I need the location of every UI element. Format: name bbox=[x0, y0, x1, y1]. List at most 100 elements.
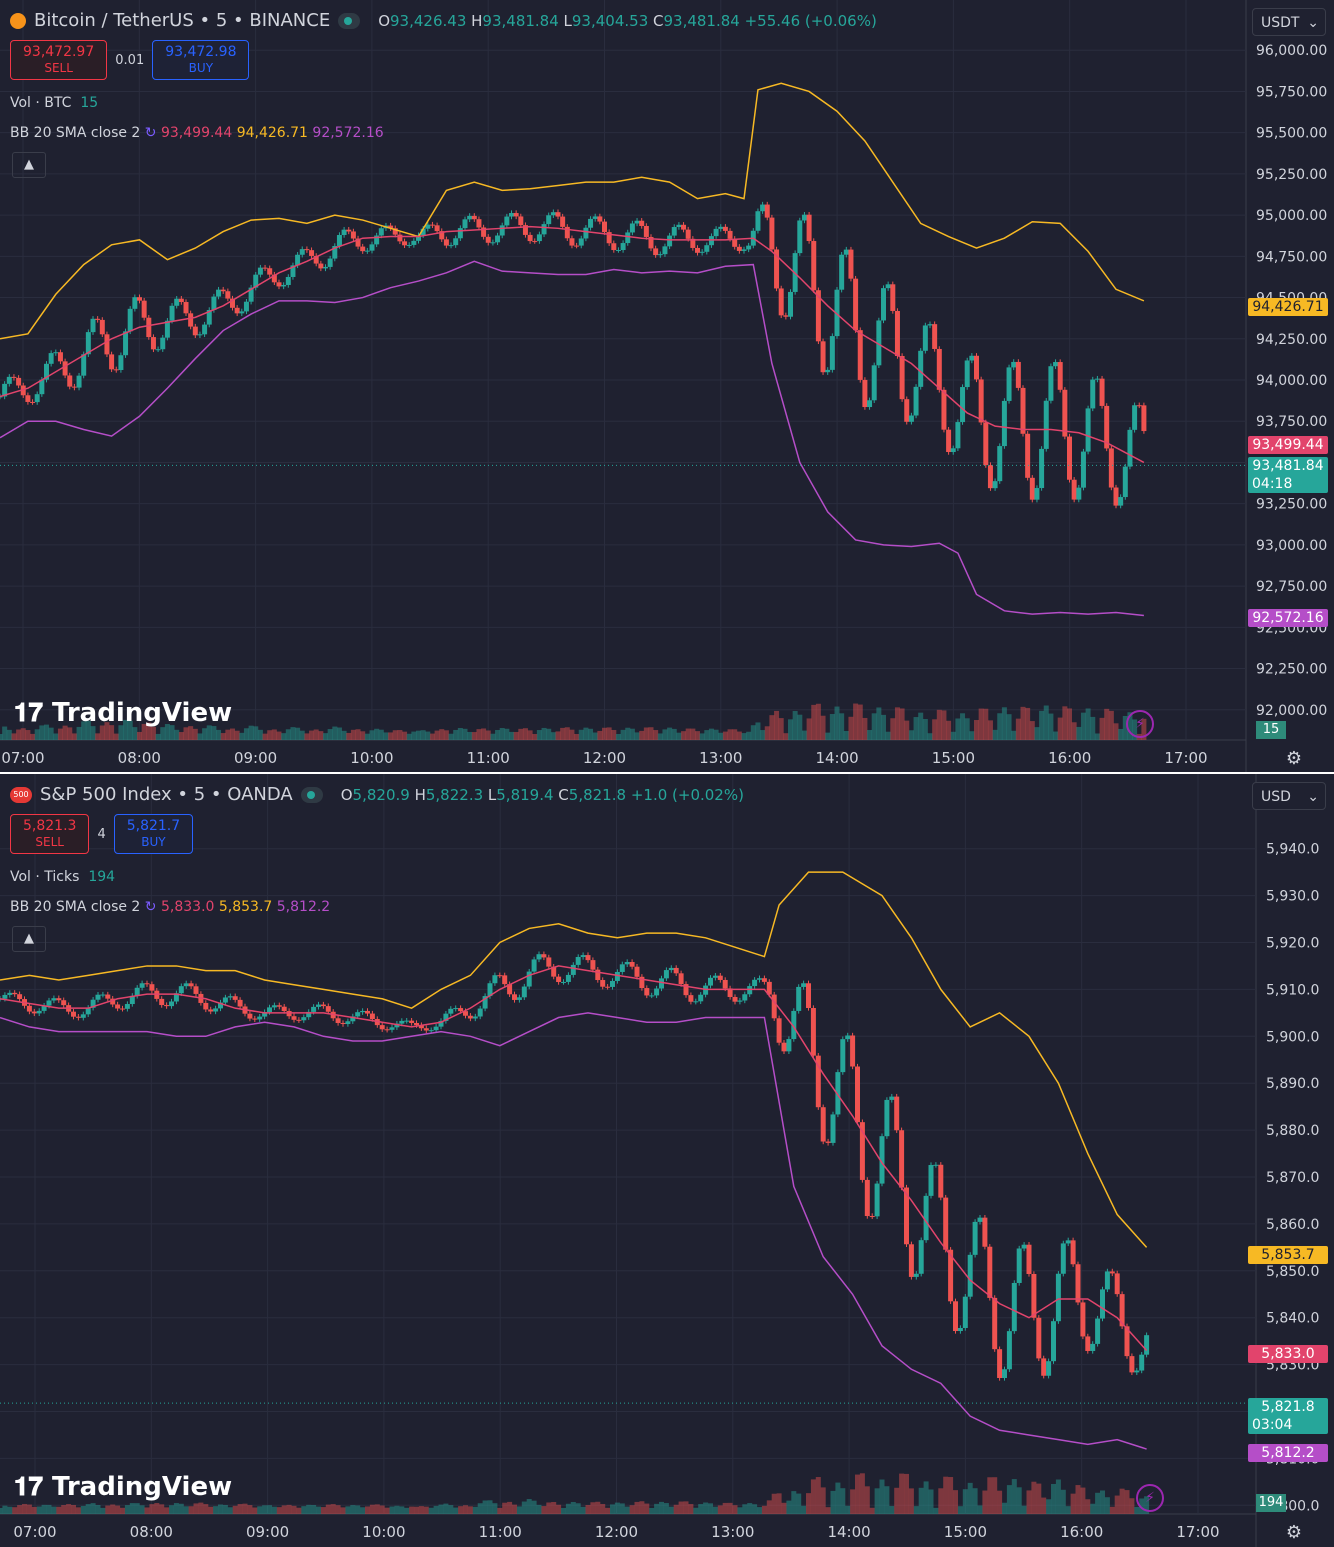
chevron-up-icon[interactable]: ▲ bbox=[12, 926, 46, 952]
currency-select[interactable]: USDT ⌄ bbox=[1252, 8, 1326, 36]
volume-bar bbox=[578, 729, 584, 740]
candle-body bbox=[267, 268, 273, 275]
volume-bar bbox=[839, 713, 845, 740]
candle-body bbox=[76, 375, 82, 388]
candle-body bbox=[1048, 366, 1054, 401]
refresh-icon[interactable]: ↻ bbox=[144, 125, 157, 141]
currency-select[interactable]: USD ⌄ bbox=[1252, 782, 1326, 810]
symbol-title[interactable]: Bitcoin / TetherUS • 5 • BINANCE bbox=[34, 10, 331, 31]
candle-body bbox=[578, 238, 584, 246]
bollinger-legend[interactable]: BB 20 SMA close 2 ↻ 93,499.44 94,426.71 … bbox=[10, 125, 384, 141]
volume-bar bbox=[384, 1507, 390, 1514]
tradingview-logo: 𝟏𝟕 TradingView bbox=[14, 698, 233, 728]
volume-bar bbox=[869, 1507, 875, 1514]
candle-body bbox=[801, 214, 807, 221]
candle-body bbox=[1122, 466, 1128, 498]
candle-body bbox=[597, 216, 603, 222]
candle-body bbox=[853, 278, 859, 331]
volume-bar bbox=[546, 1502, 552, 1514]
candle-body bbox=[120, 1008, 125, 1010]
order-quantity[interactable]: 4 bbox=[97, 826, 106, 842]
sell-button[interactable]: 5,821.3 SELL bbox=[10, 814, 90, 854]
candle-body bbox=[1053, 362, 1059, 367]
price-tick-label: 93,000.00 bbox=[1256, 538, 1327, 554]
candle-body bbox=[17, 994, 23, 1000]
refresh-icon[interactable]: ↻ bbox=[144, 899, 157, 915]
candle-body bbox=[671, 227, 677, 236]
candle-body bbox=[757, 978, 762, 980]
order-quantity[interactable]: 0.01 bbox=[115, 52, 145, 68]
volume-bar bbox=[485, 730, 491, 740]
buy-button[interactable]: 93,472.98 BUY bbox=[152, 40, 250, 80]
settings-gear-icon[interactable]: ⚙ bbox=[1285, 1522, 1302, 1543]
volume-badge: 15 bbox=[1256, 721, 1286, 739]
volume-bar bbox=[791, 1491, 797, 1514]
volume-bar bbox=[399, 1506, 405, 1514]
volume-bar bbox=[881, 714, 886, 740]
volume-bar bbox=[472, 1506, 478, 1514]
btc-chart-canvas[interactable]: 07:00 08:00 09:00 10:00 11:00 12:00 13:00 14:00… bbox=[0, 0, 1334, 772]
volume-bar bbox=[423, 1506, 429, 1514]
volume-bar bbox=[950, 731, 956, 740]
volume-bar bbox=[659, 1501, 664, 1514]
candle-body bbox=[649, 995, 655, 997]
candle-body bbox=[1132, 405, 1138, 430]
candle-body bbox=[257, 267, 263, 275]
settings-gear-icon[interactable]: ⚙ bbox=[1285, 748, 1302, 769]
candle-body bbox=[908, 415, 914, 422]
candle-body bbox=[1095, 1318, 1101, 1344]
candle-body bbox=[44, 363, 49, 380]
candle-body bbox=[1109, 1271, 1115, 1274]
symbol-title[interactable]: S&P 500 Index • 5 • OANDA bbox=[40, 784, 293, 805]
volume-bar bbox=[704, 730, 710, 740]
candle-body bbox=[41, 1005, 47, 1011]
candle-body bbox=[668, 967, 674, 971]
sell-button[interactable]: 93,472.97 SELL bbox=[10, 40, 108, 80]
bollinger-legend[interactable]: BB 20 SMA close 2 ↻ 5,833.0 5,853.7 5,81… bbox=[10, 899, 331, 915]
candle-body bbox=[75, 1016, 81, 1018]
volume-bar bbox=[267, 730, 273, 740]
price-tick-label: 92,000.00 bbox=[1256, 703, 1327, 719]
candle-body bbox=[1141, 405, 1147, 432]
candle-body bbox=[1026, 1244, 1032, 1274]
volume-bar bbox=[890, 718, 896, 740]
volume-bar bbox=[518, 728, 524, 740]
candle-body bbox=[857, 330, 863, 380]
candle-body bbox=[969, 355, 975, 361]
candle-body bbox=[876, 320, 882, 366]
candle-body bbox=[1002, 1369, 1007, 1379]
volume-bar bbox=[1075, 1485, 1081, 1514]
volume-bar bbox=[1071, 722, 1077, 740]
volume-bar bbox=[722, 1502, 728, 1514]
volume-bar bbox=[402, 731, 408, 740]
buy-button[interactable]: 5,821.7 BUY bbox=[113, 814, 194, 854]
candle-body bbox=[855, 1066, 860, 1123]
candle-body bbox=[134, 987, 140, 996]
volume-bar bbox=[316, 1506, 321, 1514]
candle-body bbox=[522, 225, 528, 235]
lightning-icon[interactable]: ⚡ bbox=[1126, 710, 1154, 738]
volume-bar bbox=[943, 1476, 949, 1514]
trade-buttons: 5,821.3 SELL 4 5,821.7 BUY bbox=[10, 814, 194, 854]
candle-body bbox=[471, 215, 477, 220]
spx-chart-canvas[interactable]: 07:00 08:00 09:00 10:00 11:00 12:00 13:00 14:00… bbox=[0, 774, 1334, 1547]
volume-bar bbox=[923, 1481, 929, 1514]
candle-body bbox=[811, 241, 817, 291]
chevron-up-icon[interactable]: ▲ bbox=[12, 152, 46, 178]
candle-body bbox=[463, 1011, 468, 1016]
volume-bar bbox=[216, 729, 222, 740]
candle-body bbox=[742, 994, 748, 1001]
volume-bar bbox=[1114, 1495, 1120, 1514]
candle-body bbox=[708, 977, 713, 986]
candle-body bbox=[137, 297, 142, 301]
volume-bar bbox=[487, 1500, 493, 1514]
candle-body bbox=[1099, 378, 1105, 406]
candle-body bbox=[987, 465, 993, 489]
candle-body bbox=[761, 978, 767, 982]
volume-bar bbox=[31, 1506, 37, 1514]
volume-bar bbox=[457, 727, 463, 740]
time-tick-label: 16:00 bbox=[1060, 1523, 1103, 1541]
volume-bar bbox=[855, 1474, 860, 1514]
lightning-icon[interactable]: ⚡ bbox=[1136, 1484, 1164, 1512]
volume-bar bbox=[977, 1505, 983, 1514]
